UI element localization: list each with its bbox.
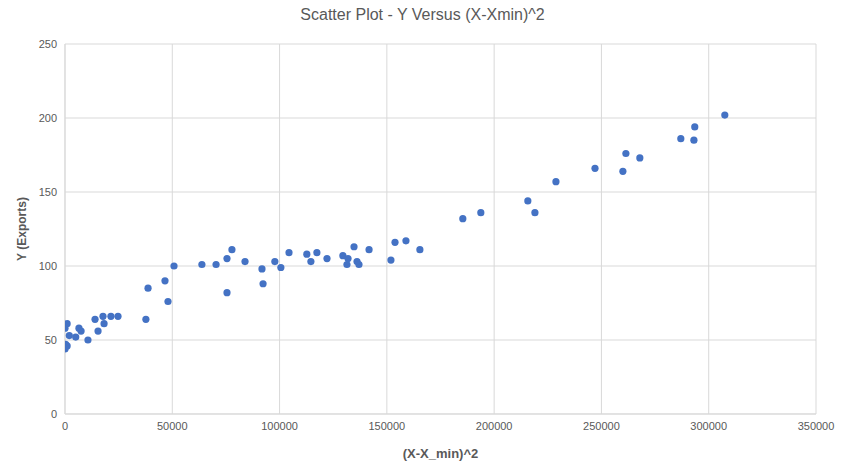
svg-text:200: 200 [39,112,57,124]
svg-text:250000: 250000 [583,420,620,432]
svg-text:0: 0 [51,408,57,420]
html-text:Scatter Plot - Y Versus (X-Xmi: Scatter Plot - Y Versus (X-Xmin)^2 [300,6,545,23]
svg-text:150: 150 [39,186,57,198]
html-text:Y (Exports): Y (Exports) [15,197,29,261]
svg-text:100000: 100000 [261,420,298,432]
html-text:(X-X_min)^2: (X-X_min)^2 [402,446,479,461]
svg-text:200000: 200000 [476,420,513,432]
svg-text:250: 250 [39,38,57,50]
svg-text:150000: 150000 [368,420,405,432]
svg-text:300000: 300000 [690,420,727,432]
svg-text:50000: 50000 [157,420,188,432]
svg-text:350000: 350000 [798,420,835,432]
svg-text:50: 50 [45,334,57,346]
svg-text:100: 100 [39,260,57,272]
svg-text:0: 0 [62,420,68,432]
